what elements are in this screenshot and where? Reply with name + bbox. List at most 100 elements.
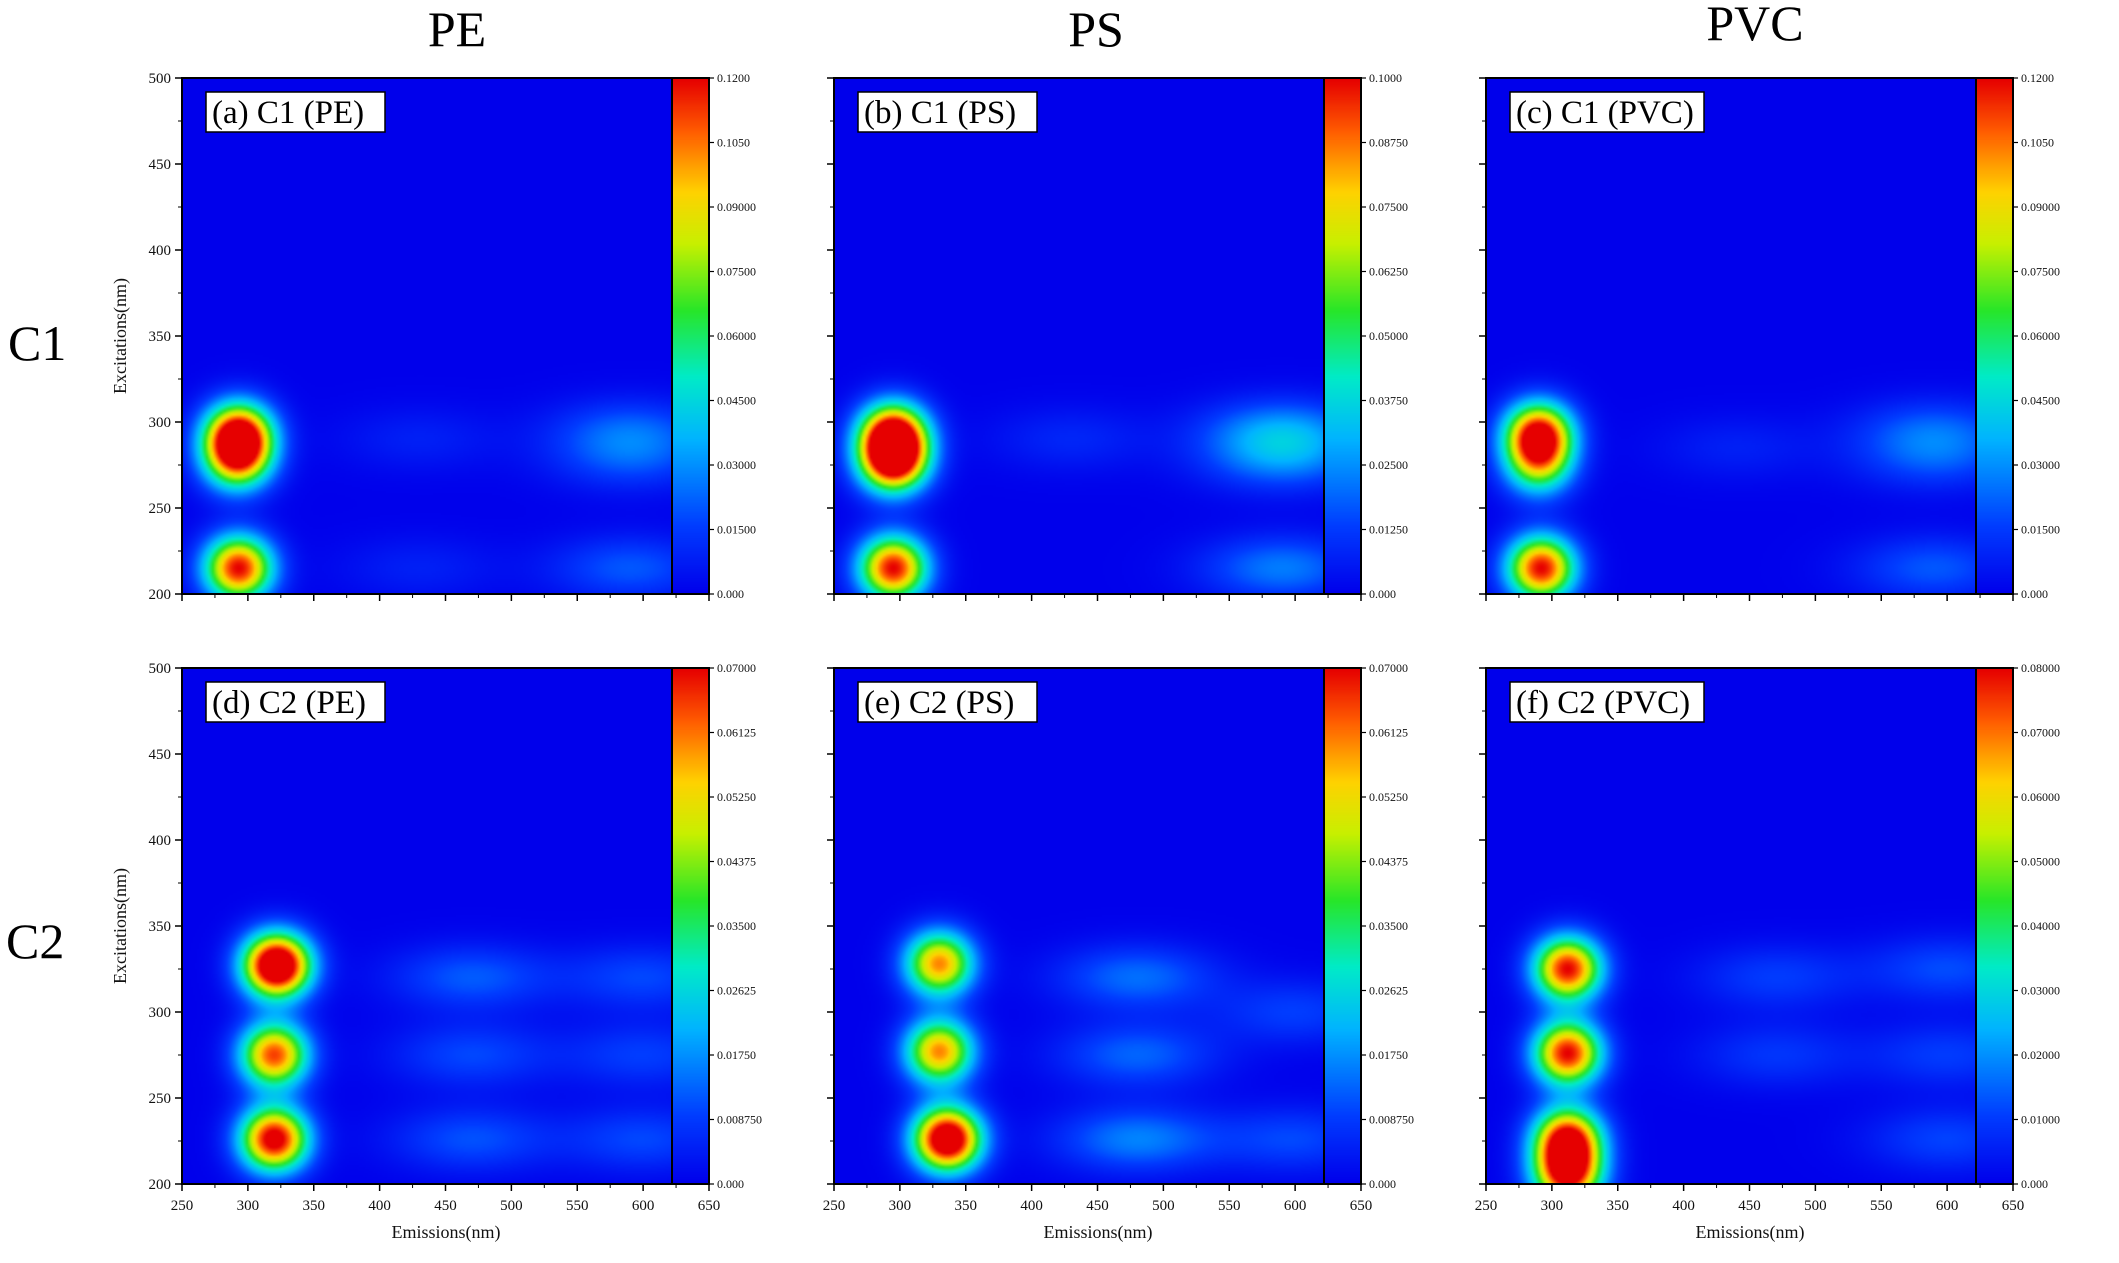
heatmap-surface	[1486, 78, 2013, 594]
column-title-pvc: PVC	[1706, 0, 1803, 51]
panel-label-box	[1509, 681, 1705, 723]
colorbar-tick-label: 0.03500	[1369, 919, 1408, 933]
colorbar-tick-label: 0.01750	[1369, 1048, 1408, 1062]
x-tick-label: 650	[1350, 1198, 1373, 1214]
panel-label: (c) C1 (PVC)	[1516, 95, 1694, 131]
eem-panel: 0.000 0.01000 0.02000 0.03000 0.04000 0.05000…	[1475, 661, 2060, 1243]
colorbar-tick-label: 0.000	[1369, 587, 1396, 601]
x-tick-label: 400	[1672, 1198, 1695, 1214]
colorbar-tick-label: 0.06250	[1369, 265, 1408, 279]
panel-label-box	[205, 91, 386, 133]
colorbar-tick-label: 0.07000	[717, 661, 756, 675]
x-tick-label: 400	[368, 1198, 391, 1214]
row-title-c1: C1	[8, 315, 66, 371]
panel-label-box	[205, 681, 386, 723]
colorbar	[1976, 668, 2013, 1184]
x-axis-title: Emissions(nm)	[1695, 1222, 1804, 1243]
x-tick-label: 250	[823, 1198, 846, 1214]
x-tick-label: 550	[1218, 1198, 1241, 1214]
colorbar-tick-label: 0.000	[2021, 1177, 2048, 1191]
x-tick-label: 450	[434, 1198, 457, 1214]
y-tick-label: 400	[149, 833, 172, 849]
colorbar-tick-label: 0.04500	[2021, 394, 2060, 408]
eem-panel: 0.000 0.01500 0.03000 0.04500 0.06000 0.07500…	[110, 71, 756, 603]
colorbar-tick-label: 0.08750	[1369, 136, 1408, 150]
panel-label: (d) C2 (PE)	[212, 685, 366, 721]
colorbar-tick-label: 0.09000	[2021, 200, 2060, 214]
colorbar-tick-label: 0.000	[717, 587, 744, 601]
panel-grid: 0.000 0.01500 0.03000 0.04500 0.06000 0.07500…	[110, 71, 2060, 1243]
x-tick-label: 500	[1804, 1198, 1827, 1214]
colorbar-tick-label: 0.03750	[1369, 394, 1408, 408]
y-tick-label: 300	[149, 1005, 172, 1021]
colorbar-tick-label: 0.03000	[2021, 458, 2060, 472]
y-tick-label: 350	[149, 919, 172, 935]
colorbar-tick-label: 0.07500	[2021, 265, 2060, 279]
colorbar-tick-label: 0.07500	[717, 265, 756, 279]
heatmap-surface	[182, 78, 709, 594]
column-title-pe: PE	[428, 1, 486, 57]
x-axis-title: Emissions(nm)	[1043, 1222, 1152, 1243]
colorbar-tick-label: 0.03000	[717, 458, 756, 472]
colorbar-tick-label: 0.05000	[2021, 855, 2060, 869]
x-tick-label: 300	[1541, 1198, 1564, 1214]
column-title-ps: PS	[1068, 1, 1124, 57]
colorbar	[672, 668, 709, 1184]
colorbar-tick-label: 0.000	[2021, 587, 2048, 601]
y-tick-label: 200	[149, 587, 172, 603]
y-tick-label: 250	[149, 501, 172, 517]
colorbar-tick-label: 0.01500	[717, 523, 756, 537]
colorbar-tick-label: 0.05250	[1369, 790, 1408, 804]
panel-label: (b) C1 (PS)	[864, 95, 1016, 131]
colorbar-tick-label: 0.03000	[2021, 984, 2060, 998]
x-axis-title: Emissions(nm)	[391, 1222, 500, 1243]
y-tick-label: 400	[149, 243, 172, 259]
x-tick-label: 550	[1870, 1198, 1893, 1214]
colorbar-tick-label: 0.05250	[717, 790, 756, 804]
eem-panel: 0.000 0.01250 0.02500 0.03750 0.05000 0.06250…	[827, 71, 1408, 601]
colorbar-tick-label: 0.000	[1369, 1177, 1396, 1191]
colorbar-tick-label: 0.07000	[2021, 726, 2060, 740]
colorbar	[672, 78, 709, 594]
eem-panel: 0.000 0.008750 0.01750 0.02625 0.03500 0.0437…	[110, 661, 762, 1243]
panel-label-box	[857, 91, 1038, 133]
x-tick-label: 550	[566, 1198, 589, 1214]
x-tick-label: 600	[1284, 1198, 1307, 1214]
colorbar-tick-label: 0.1050	[2021, 136, 2054, 150]
y-tick-label: 500	[149, 71, 172, 87]
x-tick-label: 300	[237, 1198, 260, 1214]
y-tick-label: 500	[149, 661, 172, 677]
colorbar-tick-label: 0.09000	[717, 200, 756, 214]
y-tick-label: 350	[149, 329, 172, 345]
x-tick-label: 250	[1475, 1198, 1498, 1214]
colorbar-tick-label: 0.01000	[2021, 1113, 2060, 1127]
colorbar-tick-label: 0.06000	[2021, 790, 2060, 804]
x-tick-label: 450	[1738, 1198, 1761, 1214]
x-tick-label: 400	[1020, 1198, 1043, 1214]
panel-label: (f) C2 (PVC)	[1516, 685, 1690, 721]
colorbar-tick-label: 0.02625	[1369, 984, 1408, 998]
panel-label-box	[857, 681, 1038, 723]
colorbar-tick-label: 0.03500	[717, 919, 756, 933]
x-tick-label: 650	[2002, 1198, 2025, 1214]
x-tick-label: 350	[955, 1198, 978, 1214]
colorbar-tick-label: 0.04375	[1369, 855, 1408, 869]
colorbar-tick-label: 0.04500	[717, 394, 756, 408]
heatmap-surface	[1486, 668, 2013, 1184]
colorbar	[1324, 668, 1361, 1184]
colorbar-tick-label: 0.04000	[2021, 919, 2060, 933]
x-tick-label: 500	[500, 1198, 523, 1214]
x-tick-label: 600	[1936, 1198, 1959, 1214]
panel-label-box	[1509, 91, 1705, 133]
eem-panel: 0.000 0.01500 0.03000 0.04500 0.06000 0.07500…	[1479, 71, 2060, 601]
colorbar-tick-label: 0.02500	[1369, 458, 1408, 472]
x-tick-label: 450	[1086, 1198, 1109, 1214]
colorbar-tick-label: 0.01500	[2021, 523, 2060, 537]
colorbar-tick-label: 0.02625	[717, 984, 756, 998]
x-tick-label: 650	[698, 1198, 721, 1214]
y-axis-title: Excitations(nm)	[110, 868, 131, 984]
colorbar-tick-label: 0.04375	[717, 855, 756, 869]
colorbar-tick-label: 0.08000	[2021, 661, 2060, 675]
colorbar-tick-label: 0.1050	[717, 136, 750, 150]
